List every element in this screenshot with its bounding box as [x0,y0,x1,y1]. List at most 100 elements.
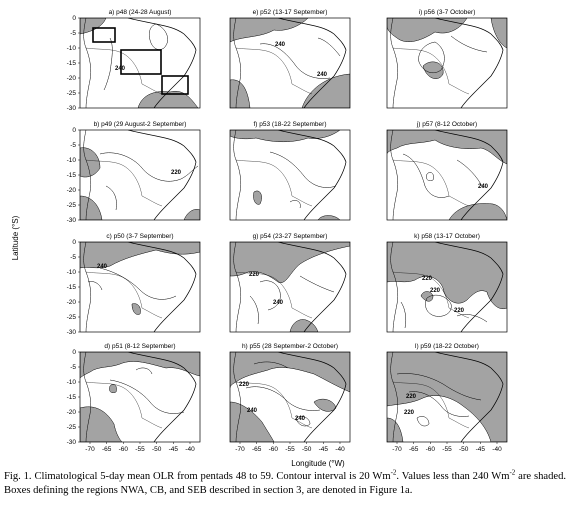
contour-240 [387,130,507,165]
y-tick-label: -10 [67,157,77,164]
shaded-region [230,18,308,42]
panel-title: h) p55 (28 September-2 October) [242,343,338,350]
contour-240 [387,242,507,310]
contour-label: 240 [97,264,108,270]
west-coastline [83,18,92,108]
contour-240 [230,79,251,108]
contour-line [456,314,488,323]
y-tick-label: -15 [67,284,77,291]
panel-6: j) p57 (8-12 October) 240 [386,121,508,221]
caption-figure-label: Fig. 1. [4,471,32,482]
y-tick-label: -25 [67,314,77,321]
x-tick-label: -65 [409,446,419,453]
contour-240 [490,18,507,49]
figure-caption: Fig. 1. Climatological 5-day mean OLR fr… [4,468,566,498]
shaded-region [387,130,507,164]
y-tick-label: -10 [67,269,77,276]
contour-240 [387,18,468,42]
contour-line [103,37,113,91]
border-line [141,83,163,95]
y-tick-label: 0 [72,349,76,356]
region-box [120,49,162,75]
contour-240 [80,147,101,178]
x-tick-label: -65 [252,446,262,453]
y-tick-label: -5 [70,30,76,37]
coastline [127,352,197,442]
x-tick-label: -70 [85,446,95,453]
west-coastline [233,130,242,220]
contour-label: 240 [478,184,489,190]
panel-title: f) p53 (18-22 September) [254,121,327,128]
x-tick-label: -60 [119,446,129,453]
contour-line [418,41,445,73]
coastline [277,18,347,108]
panel-7: c) p50 (3-7 September) 240 0 -5 -10 -15 -20 -25… [67,233,201,336]
shaded-region [230,352,350,392]
shaded-region [387,418,403,442]
x-tick-label: -60 [426,446,436,453]
x-tick-label: -55 [442,446,452,453]
contour-line [253,361,289,369]
shaded-region [491,18,507,48]
west-coastline [83,130,92,220]
panel-title: d) p51 (8-12 September) [104,343,175,350]
panel-title: g) p54 (23-27 September) [253,233,328,240]
panel-1: a) p48 (24-28 August) 240 0 -5 -10 -15 -20 -25 -… [67,9,201,112]
shaded-region [132,303,141,315]
border-line [291,83,313,95]
contour-line [269,151,337,188]
contour-line [105,185,117,211]
contour-line [426,172,434,181]
contour-line [99,267,177,300]
shaded-region [253,190,262,205]
panel-background [80,130,200,220]
panel-frame [386,129,508,221]
x-tick-label: -70 [392,446,402,453]
y-tick-label: -30 [67,105,77,112]
contour-240 [131,303,141,315]
y-tick-label: -20 [67,187,77,194]
shaded-region [314,399,336,412]
caption-text-part-2: . Values less than 240 Wm [396,471,510,482]
contour-line [400,301,407,329]
panel-4: b) p49 (29 August-2 September) 220 0 -5 -10 -… [67,121,201,224]
panel-title: c) p50 (3-7 September) [106,233,173,240]
y-tick-label: -5 [70,142,76,149]
panel-title: i) p56 (3-7 October) [419,9,476,16]
border-line [141,307,163,319]
west-coastline [390,18,399,108]
olr-figure: a) p48 (24-28 August) 240 0 -5 -10 -15 -20 -25 -… [11,9,508,468]
y-tick-label: -20 [67,75,77,82]
shaded-region [80,196,102,220]
contour-label: 240 [115,66,126,72]
contour-240 [387,417,404,442]
west-coastline [83,352,92,442]
border-line [448,417,470,429]
shaded-region [421,291,433,302]
coastline [434,18,504,108]
contour-line [425,294,452,317]
x-tick-label: -45 [319,446,329,453]
contour-240 [183,209,200,220]
caption-unit-exponent-2: -2 [509,468,516,477]
y-tick-label: -25 [67,424,77,431]
contour-240 [289,319,319,332]
border-line [291,307,313,319]
contour-line [408,391,470,417]
panel-8: g) p54 (23-27 September) 220 240 [229,233,351,333]
border-line [141,417,163,429]
shaded-region [184,209,200,220]
x-tick-label: -45 [476,446,486,453]
y-tick-label: -25 [67,90,77,97]
contour-line [299,275,335,293]
panel-5: f) p53 (18-22 September) [229,121,351,221]
shaded-region [387,18,467,42]
shaded-region [80,352,200,378]
panel-frame [386,17,508,109]
y-tick-label: -5 [70,254,76,261]
x-tick-label: -50 [459,446,469,453]
shaded-region [80,242,200,268]
y-tick-label: -25 [67,202,77,209]
panel-12: l) p59 (18-22 October) 220 220 -70 -65 -60 -55… [386,343,508,453]
x-tick-label: -40 [335,446,345,453]
